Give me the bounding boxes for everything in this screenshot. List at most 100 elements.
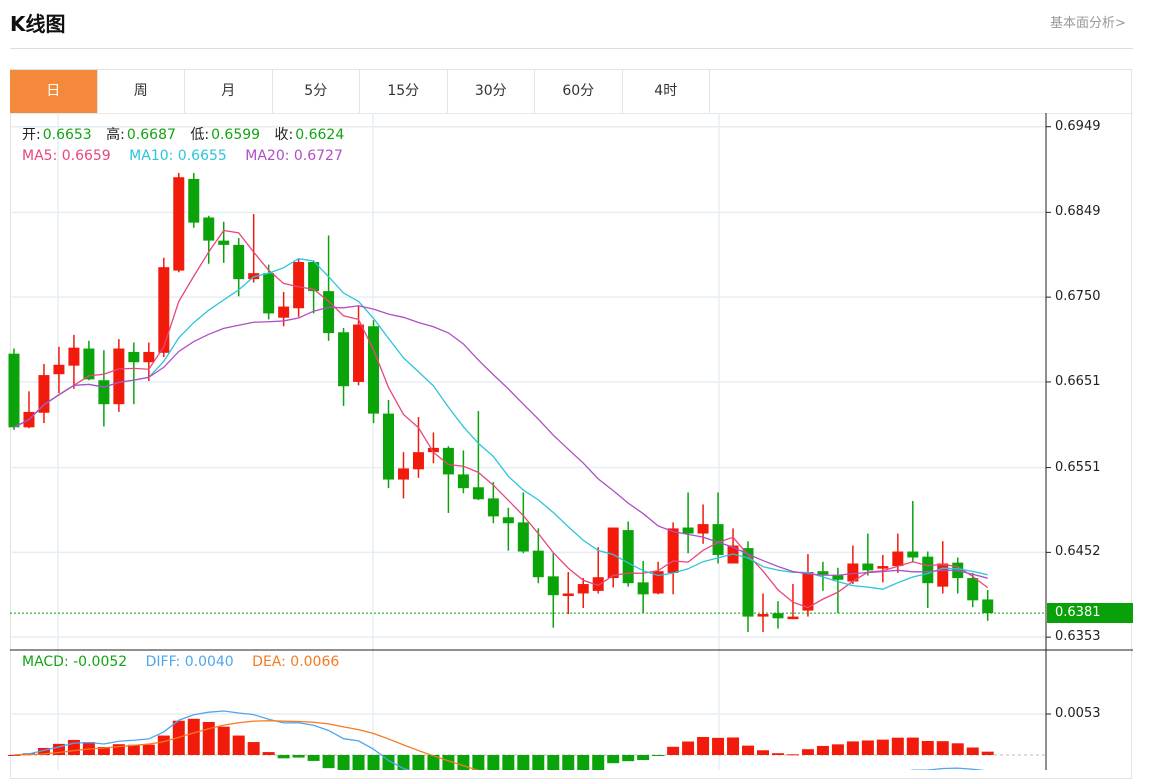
macd-bar <box>532 755 545 770</box>
candle-down <box>922 556 934 584</box>
candle-up <box>937 563 949 587</box>
macd-bar <box>816 745 829 755</box>
tab-30min[interactable]: 30分 <box>448 70 535 113</box>
macd-bar <box>142 744 155 755</box>
candle-down <box>383 413 394 480</box>
candle-down <box>712 524 724 555</box>
macd-bar <box>472 755 485 770</box>
tab-60min[interactable]: 60分 <box>535 70 623 113</box>
open-label: 开: <box>22 127 41 143</box>
ohlc-legend: 开: 0.6653 高: 0.6687 低: 0.6599 收: 0.6624 <box>22 124 346 144</box>
dea-value: DEA: 0.0066 <box>252 654 340 670</box>
y-tick-label: 0.6849 <box>1055 204 1101 220</box>
candle-up <box>53 364 65 375</box>
macd-bar <box>307 755 320 761</box>
macd-bar <box>652 755 665 756</box>
candle-up <box>412 452 424 470</box>
candle-up <box>757 614 769 617</box>
y-tick-label: 0.6551 <box>1055 459 1101 475</box>
tab-5min[interactable]: 5分 <box>273 70 360 113</box>
macd-bar <box>622 755 635 762</box>
macd-bar <box>742 745 755 755</box>
page-title: K线图 <box>10 12 66 36</box>
candle-down <box>338 332 350 387</box>
macd-bar <box>97 746 110 755</box>
macd-bar <box>966 747 979 755</box>
macd-value: MACD: -0.0052 <box>22 654 128 670</box>
candle-down <box>128 351 140 363</box>
tab-week[interactable]: 周 <box>98 70 185 113</box>
macd-bar <box>876 739 889 755</box>
macd-bar <box>562 755 575 770</box>
macd-bar <box>202 721 215 755</box>
macd-bar <box>8 755 20 756</box>
candle-down <box>442 447 454 475</box>
tab-4hour[interactable]: 4时 <box>623 70 710 113</box>
candle-up <box>38 375 50 413</box>
macd-bar <box>861 740 874 755</box>
candle-up <box>847 563 859 582</box>
macd-bar <box>667 746 680 755</box>
macd-bar <box>547 755 560 770</box>
tab-day[interactable]: 日 <box>10 70 98 113</box>
dea-line <box>13 720 480 770</box>
macd-bar <box>607 755 620 764</box>
macd-bar <box>247 742 260 755</box>
last-price-tag: 0.6381 <box>1047 603 1133 623</box>
macd-bar <box>127 744 140 755</box>
high-value: 0.6687 <box>126 127 176 143</box>
ma20-line <box>13 305 988 579</box>
candle-up <box>353 324 365 382</box>
y-tick-label: 0.6651 <box>1055 373 1101 389</box>
candle-up <box>68 347 80 366</box>
macd-bar <box>502 755 515 770</box>
macd-bar <box>981 751 994 755</box>
macd-bar <box>577 755 590 770</box>
macd-bar <box>727 737 740 755</box>
candle-up <box>652 571 664 594</box>
macd-bar <box>427 755 440 770</box>
candle-down <box>622 530 634 584</box>
candle-down <box>233 244 245 280</box>
macd-bar <box>771 753 784 755</box>
macd-legend: MACD: -0.0052 DIFF: 0.0040 DEA: 0.0066 <box>22 654 341 670</box>
candle-up <box>158 267 170 353</box>
candle-up <box>293 262 305 309</box>
candle-down <box>772 613 784 619</box>
candle-up <box>877 566 889 569</box>
candle-up <box>607 527 619 579</box>
macd-bar <box>951 743 964 755</box>
macd-bar <box>322 755 335 769</box>
candle-down <box>323 291 335 334</box>
candle-down <box>502 517 514 524</box>
macd-bar <box>292 755 305 758</box>
candle-up <box>667 528 679 573</box>
tab-month[interactable]: 月 <box>185 70 273 113</box>
candle-down <box>487 498 499 517</box>
fundamental-analysis-link[interactable]: 基本面分析> <box>1050 16 1126 31</box>
macd-bar <box>757 750 769 755</box>
macd-bar <box>412 755 425 770</box>
open-value: 0.6653 <box>42 127 92 143</box>
macd-bar <box>262 752 275 755</box>
candle-down <box>308 262 320 292</box>
period-tabs: 日 周 月 5分 15分 30分 60分 4时 <box>10 70 1133 114</box>
candle-up <box>113 348 125 405</box>
candle-down <box>862 563 874 571</box>
macd-bar <box>277 755 290 759</box>
tab-15min[interactable]: 15分 <box>360 70 448 113</box>
macd-bar <box>112 744 125 755</box>
macd-bar <box>352 755 365 770</box>
macd-bar <box>831 744 844 755</box>
candle-down <box>547 576 559 596</box>
ma5-value: MA5: 0.6659 <box>22 148 111 164</box>
candle-down <box>682 527 694 534</box>
candle-down <box>218 240 230 245</box>
low-label: 低: <box>190 127 210 143</box>
candle-up <box>697 524 709 534</box>
macd-bar <box>367 755 380 770</box>
candle-up <box>173 177 185 271</box>
candle-down <box>98 380 110 405</box>
candle-down <box>203 217 215 241</box>
